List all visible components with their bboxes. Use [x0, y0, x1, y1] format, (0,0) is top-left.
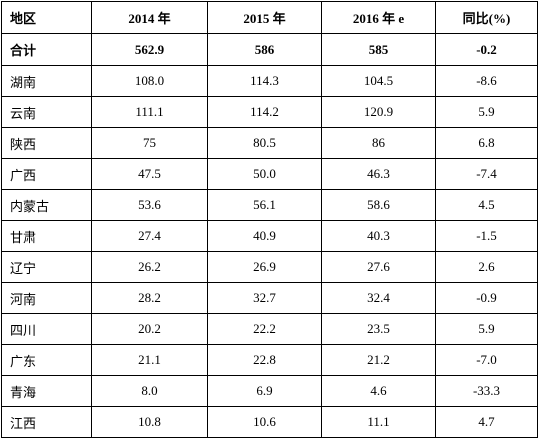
header-row: 地区 2014 年 2015 年 2016 年 e 同比(%)	[1, 1, 538, 34]
value-2016e: 104.5	[321, 65, 436, 97]
value-yoy: 4.7	[435, 406, 538, 438]
value-2016e: 46.3	[321, 158, 436, 190]
table-row: 广东 21.1 22.8 21.2 -7.0	[1, 344, 538, 376]
value-2014: 53.6	[91, 189, 208, 221]
table-row: 云南 111.1 114.2 120.9 5.9	[1, 96, 538, 128]
total-label: 合计	[1, 33, 92, 66]
value-2015: 26.9	[207, 251, 322, 283]
total-2015: 586	[207, 33, 322, 66]
value-2015: 22.2	[207, 313, 322, 345]
region-cell: 辽宁	[1, 251, 92, 283]
table-row: 河南 28.2 32.7 32.4 -0.9	[1, 282, 538, 314]
table-row: 内蒙古 53.6 56.1 58.6 4.5	[1, 189, 538, 221]
total-2016e: 585	[321, 33, 436, 66]
value-2016e: 86	[321, 127, 436, 159]
region-cell: 青海	[1, 375, 92, 407]
value-2014: 108.0	[91, 65, 208, 97]
value-yoy: 5.9	[435, 313, 538, 345]
value-2016e: 58.6	[321, 189, 436, 221]
value-2016e: 21.2	[321, 344, 436, 376]
region-cell: 云南	[1, 96, 92, 128]
value-2014: 20.2	[91, 313, 208, 345]
value-2016e: 11.1	[321, 406, 436, 438]
region-cell: 广西	[1, 158, 92, 190]
value-2014: 8.0	[91, 375, 208, 407]
value-2015: 6.9	[207, 375, 322, 407]
table-row: 广西 47.5 50.0 46.3 -7.4	[1, 158, 538, 190]
value-2014: 27.4	[91, 220, 208, 252]
header-region: 地区	[1, 1, 92, 34]
region-cell: 湖南	[1, 65, 92, 97]
value-2015: 50.0	[207, 158, 322, 190]
table-row: 湖南 108.0 114.3 104.5 -8.6	[1, 65, 538, 97]
total-2014: 562.9	[91, 33, 208, 66]
value-2015: 114.2	[207, 96, 322, 128]
value-2016e: 40.3	[321, 220, 436, 252]
value-yoy: -0.9	[435, 282, 538, 314]
value-yoy: -7.4	[435, 158, 538, 190]
region-cell: 陕西	[1, 127, 92, 159]
total-row: 合计 562.9 586 585 -0.2	[1, 33, 538, 66]
region-cell: 江西	[1, 406, 92, 438]
header-2014: 2014 年	[91, 1, 208, 34]
value-2014: 26.2	[91, 251, 208, 283]
table-row: 甘肃 27.4 40.9 40.3 -1.5	[1, 220, 538, 252]
value-yoy: -1.5	[435, 220, 538, 252]
value-2016e: 4.6	[321, 375, 436, 407]
value-yoy: 4.5	[435, 189, 538, 221]
value-2015: 80.5	[207, 127, 322, 159]
value-2014: 21.1	[91, 344, 208, 376]
value-2015: 114.3	[207, 65, 322, 97]
region-cell: 广东	[1, 344, 92, 376]
table-row: 辽宁 26.2 26.9 27.6 2.6	[1, 251, 538, 283]
value-2014: 47.5	[91, 158, 208, 190]
region-cell: 甘肃	[1, 220, 92, 252]
value-2016e: 32.4	[321, 282, 436, 314]
table-row: 江西 10.8 10.6 11.1 4.7	[1, 406, 538, 438]
region-cell: 河南	[1, 282, 92, 314]
value-2014: 10.8	[91, 406, 208, 438]
value-2016e: 120.9	[321, 96, 436, 128]
value-2014: 28.2	[91, 282, 208, 314]
header-2015: 2015 年	[207, 1, 322, 34]
value-yoy: 2.6	[435, 251, 538, 283]
value-yoy: 5.9	[435, 96, 538, 128]
value-yoy: -33.3	[435, 375, 538, 407]
value-2015: 56.1	[207, 189, 322, 221]
region-cell: 四川	[1, 313, 92, 345]
value-yoy: -8.6	[435, 65, 538, 97]
region-cell: 内蒙古	[1, 189, 92, 221]
header-2016e: 2016 年 e	[321, 1, 436, 34]
value-2014: 75	[91, 127, 208, 159]
value-2014: 111.1	[91, 96, 208, 128]
header-yoy: 同比(%)	[435, 1, 538, 34]
table-row: 青海 8.0 6.9 4.6 -33.3	[1, 375, 538, 407]
table-row: 陕西 75 80.5 86 6.8	[1, 127, 538, 159]
table-row: 四川 20.2 22.2 23.5 5.9	[1, 313, 538, 345]
total-yoy: -0.2	[435, 33, 538, 66]
value-2015: 10.6	[207, 406, 322, 438]
value-yoy: 6.8	[435, 127, 538, 159]
value-2015: 40.9	[207, 220, 322, 252]
value-2015: 32.7	[207, 282, 322, 314]
value-2016e: 23.5	[321, 313, 436, 345]
value-yoy: -7.0	[435, 344, 538, 376]
value-2015: 22.8	[207, 344, 322, 376]
value-2016e: 27.6	[321, 251, 436, 283]
